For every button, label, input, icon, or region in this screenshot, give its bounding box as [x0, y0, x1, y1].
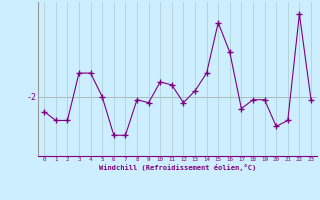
X-axis label: Windchill (Refroidissement éolien,°C): Windchill (Refroidissement éolien,°C) [99, 164, 256, 171]
